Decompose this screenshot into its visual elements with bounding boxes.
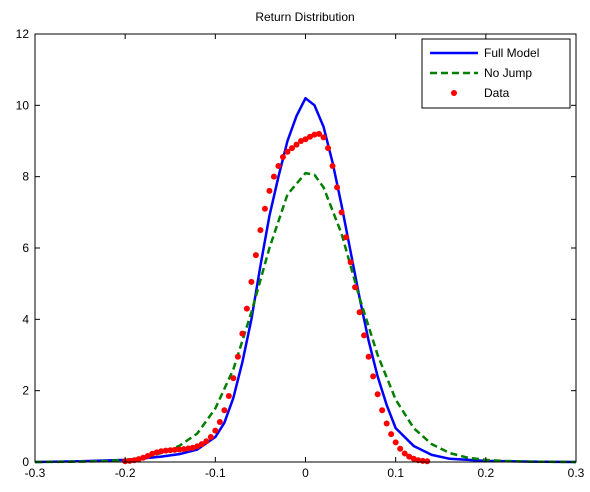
data-point bbox=[189, 444, 196, 451]
data-point bbox=[410, 455, 417, 462]
legend-label: Data bbox=[484, 86, 510, 100]
data-point bbox=[194, 443, 201, 450]
x-tick-label: -0.1 bbox=[205, 466, 226, 480]
y-tick-label: 8 bbox=[22, 170, 29, 184]
data-point bbox=[275, 162, 282, 169]
x-tick-label: 0.2 bbox=[477, 466, 494, 480]
data-point bbox=[338, 209, 345, 216]
data-point bbox=[284, 148, 291, 155]
x-tick-label: 0 bbox=[302, 466, 309, 480]
data-point bbox=[383, 420, 390, 427]
data-point bbox=[325, 145, 332, 152]
data-point bbox=[266, 187, 273, 194]
series-line-full-model bbox=[34, 96, 577, 464]
y-tick-label: 10 bbox=[16, 98, 30, 112]
data-point bbox=[361, 332, 368, 339]
x-tick-label: 0.1 bbox=[387, 466, 404, 480]
data-point bbox=[397, 445, 404, 452]
data-point bbox=[171, 446, 178, 453]
legend-label: Full Model bbox=[484, 46, 539, 60]
data-point bbox=[167, 447, 174, 454]
x-tick-label: 0.3 bbox=[568, 466, 585, 480]
data-point bbox=[207, 434, 214, 441]
series-layer bbox=[34, 96, 577, 465]
data-point bbox=[352, 284, 359, 291]
data-point bbox=[320, 134, 327, 141]
data-point bbox=[234, 353, 241, 360]
data-point bbox=[198, 441, 205, 448]
axes-layer: -0.3 -0.2 -0.1 0 0.1 0.2 0.3 0 2 4 6 8 10 12 bbox=[16, 27, 585, 480]
data-point bbox=[230, 375, 237, 382]
data-point bbox=[149, 450, 156, 457]
data-point bbox=[424, 458, 431, 465]
data-point bbox=[203, 438, 210, 445]
data-point bbox=[297, 138, 304, 144]
series-line-no-jump bbox=[34, 171, 577, 464]
data-point bbox=[334, 184, 341, 191]
data-point bbox=[388, 431, 395, 438]
chart-title: Return Distribution bbox=[255, 10, 354, 24]
data-point bbox=[270, 173, 277, 180]
data-point bbox=[316, 130, 323, 137]
data-point bbox=[356, 309, 363, 316]
data-point bbox=[180, 446, 187, 453]
data-point bbox=[347, 259, 354, 266]
data-point bbox=[140, 454, 147, 461]
data-point bbox=[176, 446, 183, 453]
data-point bbox=[329, 162, 336, 169]
data-point bbox=[153, 449, 160, 456]
y-tick-label: 6 bbox=[22, 241, 29, 255]
x-tick-label: -0.2 bbox=[115, 466, 136, 480]
data-point bbox=[135, 456, 142, 463]
data-point bbox=[307, 133, 314, 140]
data-point bbox=[406, 453, 413, 460]
y-tick-label: 12 bbox=[16, 27, 30, 41]
data-point bbox=[158, 448, 165, 455]
data-point bbox=[343, 234, 350, 241]
data-point bbox=[248, 278, 255, 285]
data-point bbox=[261, 205, 268, 212]
data-point bbox=[252, 252, 259, 259]
legend-label: No Jump bbox=[484, 66, 532, 80]
data-point bbox=[185, 445, 192, 452]
data-point bbox=[144, 452, 151, 459]
y-tick-label: 0 bbox=[22, 455, 29, 469]
series-data-markers bbox=[122, 130, 431, 465]
data-point bbox=[401, 450, 408, 457]
data-point bbox=[365, 353, 372, 360]
data-point bbox=[311, 131, 318, 138]
y-tick-label: 4 bbox=[22, 312, 29, 326]
data-point bbox=[212, 427, 219, 434]
x-tick-label: -0.3 bbox=[25, 466, 46, 480]
data-point bbox=[293, 141, 300, 148]
data-point bbox=[288, 145, 295, 152]
data-point bbox=[370, 373, 377, 380]
data-point bbox=[221, 407, 228, 414]
data-point bbox=[216, 419, 223, 426]
legend-marker-data bbox=[451, 90, 457, 96]
data-point bbox=[239, 330, 246, 337]
data-point bbox=[302, 136, 309, 143]
y-tick-label: 2 bbox=[22, 384, 29, 398]
data-point bbox=[379, 407, 386, 414]
data-point bbox=[374, 391, 381, 398]
data-point bbox=[162, 447, 169, 454]
data-point bbox=[243, 305, 250, 312]
legend: Full Model No Jump Data bbox=[421, 38, 571, 109]
data-point bbox=[279, 154, 286, 161]
data-point bbox=[392, 439, 399, 446]
data-point bbox=[257, 227, 264, 234]
data-point bbox=[225, 393, 232, 400]
